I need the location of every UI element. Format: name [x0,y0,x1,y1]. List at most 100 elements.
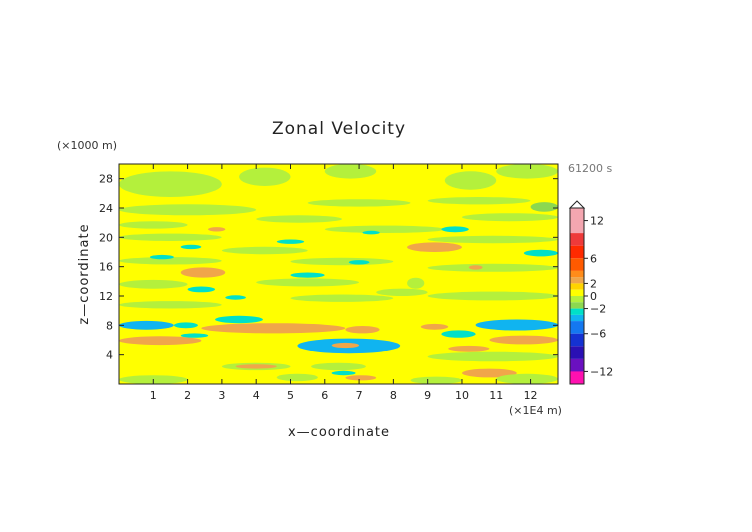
contour-feature [187,286,215,293]
colorbar-band [570,289,584,296]
colorbar-tick-label: 6 [590,252,597,265]
contour-feature [276,239,305,244]
colorbar-band [570,358,584,372]
contour-feature [311,362,366,371]
contour-feature [407,242,462,252]
x-tick-label: 12 [524,389,538,402]
x-tick-label: 8 [390,389,397,402]
contour-feature [118,233,222,241]
contour-feature [427,263,558,272]
contour-feature [345,326,380,334]
colorbar-band [570,208,584,234]
plot-frame [118,163,559,385]
contour-feature [496,373,558,384]
contour-feature [475,319,558,331]
colorbar-band [570,302,584,309]
contour-feature [235,364,277,369]
contour-feature [119,221,188,229]
colorbar-tick-label: 2 [590,277,597,290]
contour-feature [118,257,222,265]
colorbar: 12 6 20−2 −6 −12 [568,200,613,385]
contour-feature [276,373,318,382]
x-tick-label: 5 [287,389,294,402]
colorbar-band [570,258,584,271]
contour-feature [173,322,198,329]
colorbar-tick-label: 0 [590,290,597,303]
heatmap-plot [118,163,559,385]
x-axis-ticks: 1 2 3 4 5 6 7 8 9 10 11 12 [150,164,538,402]
colorbar-band [570,296,584,303]
contour-feature [462,213,558,222]
contour-feature [180,267,226,278]
colorbar-band [570,314,584,322]
contour-feature [444,171,497,190]
y-tick-label: 12 [99,290,113,303]
contour-feature [208,227,226,232]
chart-title: Zonal Velocity [272,119,406,139]
contour-feature [441,226,469,233]
contour-feature [215,315,263,324]
contour-feature [119,336,202,346]
y-tick-label: 24 [99,202,113,215]
colorbar-band [570,270,584,278]
contour-feature [407,277,425,289]
colorbar-band [570,233,584,246]
contour-feature [427,235,558,244]
colorbar-band [570,283,584,290]
contour-feature [256,278,359,287]
contour-feature [441,330,476,338]
colorbar-band [570,333,584,347]
y-axis-label: z—coordinate [77,223,92,324]
contour-feature [345,375,377,381]
contour-feature [239,167,291,186]
contour-feature [427,291,558,301]
x-tick-label: 1 [150,389,157,402]
contour-feature [180,333,209,338]
contour-feature [118,301,222,309]
colorbar-tick-label: 12 [590,215,604,228]
contour-feature [119,204,257,216]
contour-feature [118,171,222,197]
contour-feature [290,257,394,266]
y-axis-ticks: 4 8 12 16 20 24 28 [99,173,558,362]
contour-feature [348,260,370,265]
contour-feature [523,249,559,257]
y-tick-label: 28 [99,173,113,186]
x-tick-label: 11 [489,389,503,402]
contour-feature [427,351,558,362]
contour-feature [410,376,462,384]
contour-feature [376,288,428,296]
contour-feature [331,342,360,349]
x-unit-label: (×1E4 m) [509,404,562,417]
colorbar-band [570,308,584,315]
colorbar-band [570,346,584,359]
x-tick-label: 7 [356,389,363,402]
contour-feature [290,272,325,278]
x-tick-label: 6 [321,389,328,402]
colorbar-tick-label: −6 [590,328,606,341]
contour-feature [362,230,380,235]
colorbar-band [570,371,584,384]
time-label: 61200 s [568,162,612,175]
y-unit-label: (×1000 m) [57,139,117,152]
contour-feature [427,197,531,205]
x-axis-label: x—coordinate [288,425,390,440]
contour-feature [149,254,174,260]
contour-feature [331,370,356,376]
y-tick-label: 4 [106,349,113,362]
contour-feature [290,294,394,302]
colorbar-band [570,321,584,334]
x-tick-label: 9 [424,389,431,402]
x-tick-label: 10 [455,389,469,402]
contour-feature [119,279,188,289]
colorbar-band [570,277,584,284]
x-tick-label: 3 [218,389,225,402]
contour-feature [118,320,174,330]
y-tick-label: 16 [99,261,113,274]
contour-feature [324,225,445,233]
contour-feature [201,323,346,334]
colorbar-tick-label: −12 [590,365,613,378]
y-tick-label: 8 [106,319,113,332]
contour-feature [225,295,246,300]
